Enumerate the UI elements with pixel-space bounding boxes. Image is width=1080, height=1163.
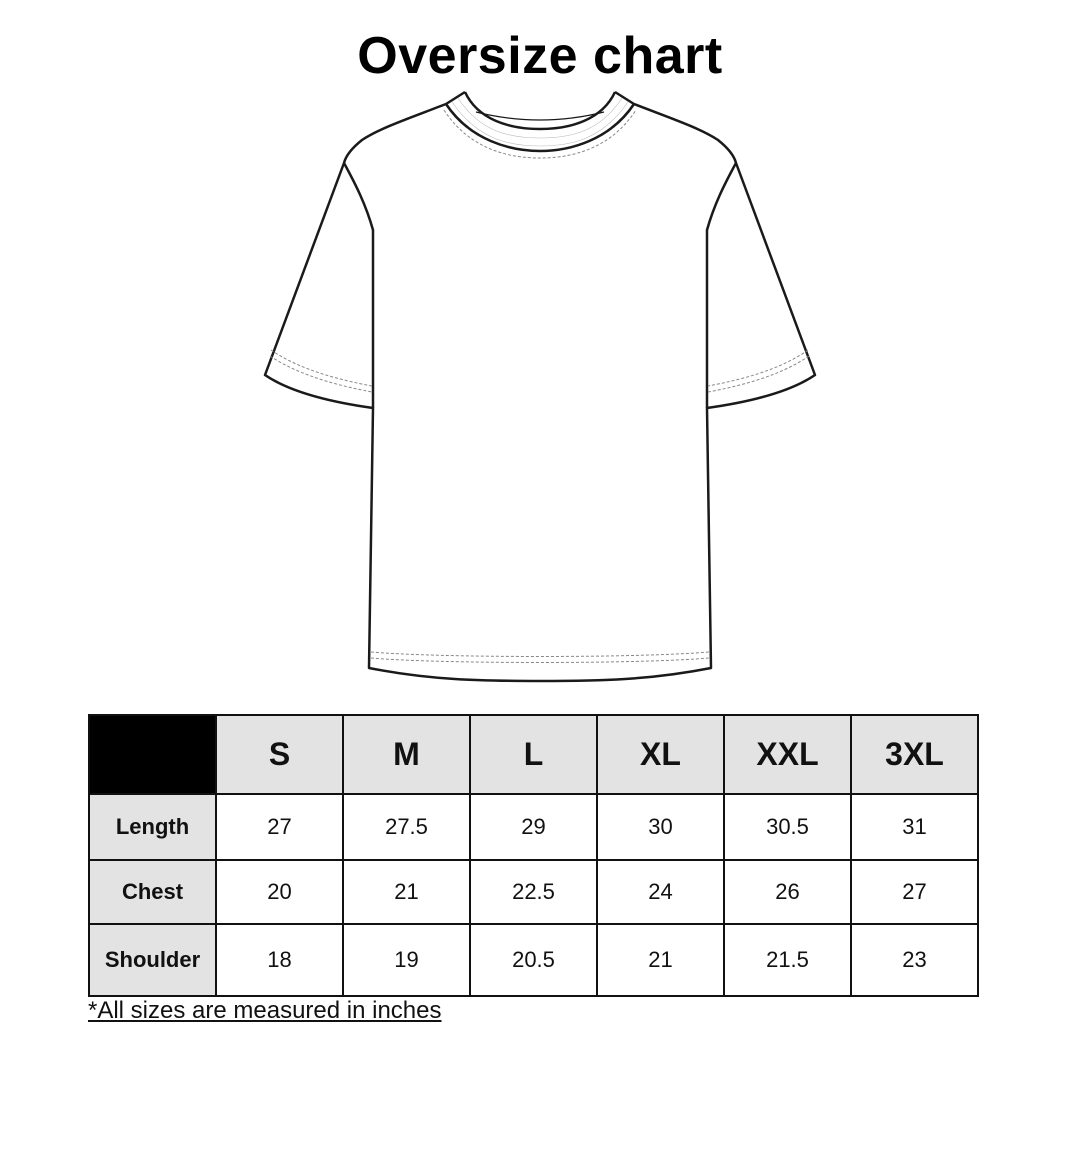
- shirt-outline: [263, 102, 817, 683]
- cell: 21: [596, 923, 725, 997]
- size-header: XL: [596, 714, 725, 795]
- cell: 21: [342, 859, 471, 925]
- cell: 27.5: [342, 793, 471, 861]
- cell: 22.5: [469, 859, 598, 925]
- table-row-shoulder: Shoulder 18 19 20.5 21 21.5 23: [88, 923, 979, 997]
- cell: 20: [215, 859, 344, 925]
- cell: 29: [469, 793, 598, 861]
- cell: 24: [596, 859, 725, 925]
- table-row-length: Length 27 27.5 29 30 30.5 31: [88, 793, 979, 861]
- cell: 21.5: [723, 923, 852, 997]
- header-row: S M L XL XXL 3XL: [88, 714, 979, 795]
- right-armhole: [705, 162, 738, 408]
- corner-cell: [88, 714, 217, 795]
- tshirt-illustration: [263, 90, 817, 683]
- measurement-note: *All sizes are measured in inches: [88, 997, 442, 1024]
- size-header: 3XL: [850, 714, 979, 795]
- row-label: Length: [88, 793, 217, 861]
- collar-outer: [445, 90, 635, 106]
- collar-inner: [463, 91, 617, 131]
- size-header: L: [469, 714, 598, 795]
- size-header: XXL: [723, 714, 852, 795]
- cell: 30: [596, 793, 725, 861]
- size-header: S: [215, 714, 344, 795]
- back-neck: [475, 111, 605, 121]
- cell: 27: [850, 859, 979, 925]
- cell: 30.5: [723, 793, 852, 861]
- size-table: S M L XL XXL 3XL Length 27 27.5 29 30 30…: [88, 714, 979, 997]
- chart-title: Oversize chart: [357, 27, 723, 85]
- collar-lower: [444, 103, 636, 153]
- cell: 19: [342, 923, 471, 997]
- cell: 31: [850, 793, 979, 861]
- size-header: M: [342, 714, 471, 795]
- table-row-chest: Chest 20 21 22.5 24 26 27: [88, 859, 979, 925]
- left-armhole: [342, 162, 375, 408]
- row-label: Shoulder: [88, 923, 217, 997]
- cell: 27: [215, 793, 344, 861]
- row-label: Chest: [88, 859, 217, 925]
- cell: 20.5: [469, 923, 598, 997]
- cell: 18: [215, 923, 344, 997]
- cell: 26: [723, 859, 852, 925]
- cell: 23: [850, 923, 979, 997]
